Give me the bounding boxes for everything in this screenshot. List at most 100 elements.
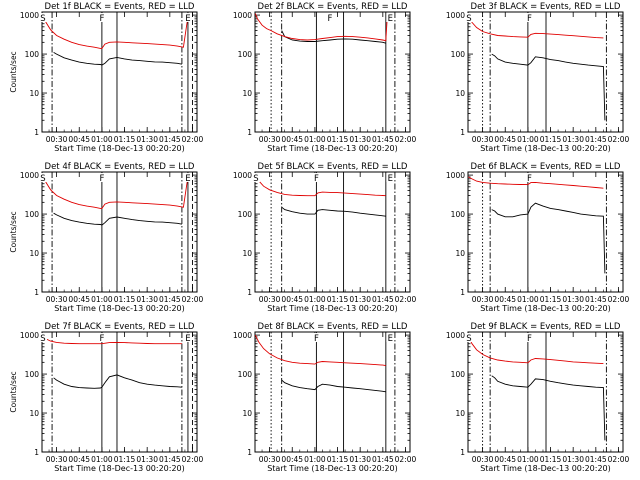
detector-panel: Det 8f BLACK = Events, RED = LLD 1 10 100 10…: [233, 322, 417, 473]
marker-box: [312, 173, 321, 182]
events-series-line: [491, 53, 606, 121]
x-tick-label: 01:00: [91, 135, 113, 144]
y-axis-label: Counts/sec: [9, 371, 18, 412]
plot-frame: [467, 331, 624, 453]
marker-box: [312, 333, 321, 342]
marker-box: [252, 173, 261, 182]
panel-title: Det 5f BLACK = Events, RED = LLD: [258, 162, 408, 172]
y-tick-label: 1000: [20, 11, 39, 20]
x-tick-label: 01:30: [349, 135, 371, 144]
plot-frame: [254, 331, 411, 453]
x-tick-label: 00:45: [68, 295, 90, 304]
y-tick-label: 100: [451, 50, 466, 59]
phase-marker: S: [253, 174, 258, 184]
y-tick-label: 100: [238, 370, 253, 379]
x-tick-label: 01:45: [372, 295, 394, 304]
x-tick-label: 02:00: [182, 295, 204, 304]
x-tick-label: 01:30: [349, 455, 371, 464]
x-tick-label: 01:45: [585, 295, 607, 304]
x-tick-label: 01:00: [91, 455, 113, 464]
events-series-line: [53, 374, 182, 389]
marker-box: [386, 173, 395, 182]
plot-frame: [254, 171, 411, 293]
events-series-line: [53, 212, 182, 226]
x-axis-label: Start Time (18-Dec-13 00:20:20): [480, 304, 611, 313]
lld-series-line: [468, 16, 604, 39]
phase-marker: F: [99, 14, 104, 24]
x-tick-label: 01:15: [114, 135, 136, 144]
y-tick-label: 1000: [233, 11, 252, 20]
events-series-line: [491, 202, 606, 274]
marker-box: [39, 13, 48, 22]
plot-frame: [467, 11, 624, 133]
lld-series-line: [255, 334, 386, 367]
x-tick-label: 02:00: [608, 135, 630, 144]
x-tick-label: 01:15: [114, 295, 136, 304]
phase-marker: F: [99, 334, 104, 344]
y-tick-label: 100: [25, 370, 40, 379]
phase-marker: S: [40, 14, 45, 24]
marker-box: [183, 13, 192, 22]
x-tick-label: 02:00: [395, 135, 417, 144]
y-tick-label: 100: [451, 210, 466, 219]
x-tick-label: 00:45: [68, 135, 90, 144]
x-tick-label: 00:45: [68, 455, 90, 464]
marker-box: [97, 173, 106, 182]
x-axis-label: Start Time (18-Dec-13 00:20:20): [267, 144, 398, 153]
marker-box: [325, 13, 334, 22]
plot-frame: [467, 171, 624, 293]
panel-title: Det 6f BLACK = Events, RED = LLD: [471, 162, 621, 172]
x-axis-label: Start Time (18-Dec-13 00:20:20): [267, 464, 398, 473]
x-tick-label: 01:30: [349, 295, 371, 304]
phase-marker: F: [527, 334, 532, 344]
x-tick-label: 01:30: [136, 295, 158, 304]
y-tick-label: 1: [34, 448, 39, 457]
lld-series-line: [255, 13, 391, 42]
phase-marker: E: [185, 334, 190, 344]
y-tick-label: 100: [25, 50, 40, 59]
x-axis-label: Start Time (18-Dec-13 00:20:20): [54, 464, 185, 473]
y-axis-label: Counts/sec: [9, 211, 18, 252]
events-series-line: [281, 30, 386, 44]
y-tick-label: 100: [238, 50, 253, 59]
x-tick-label: 01:30: [136, 135, 158, 144]
phase-marker: F: [328, 14, 333, 24]
panel-title: Det 1f BLACK = Events, RED = LLD: [45, 2, 195, 12]
y-tick-label: 1: [460, 288, 465, 297]
y-tick-label: 1: [247, 288, 252, 297]
x-tick-label: 01:45: [585, 455, 607, 464]
y-tick-label: 1: [247, 128, 252, 137]
marker-box: [386, 13, 395, 22]
panel-title: Det 2f BLACK = Events, RED = LLD: [258, 2, 408, 12]
events-series-line: [281, 379, 386, 393]
phase-marker: F: [527, 14, 532, 24]
y-tick-label: 10: [455, 249, 465, 258]
marker-box: [97, 13, 106, 22]
y-tick-label: 10: [242, 89, 252, 98]
panel-title: Det 9f BLACK = Events, RED = LLD: [471, 322, 621, 332]
y-tick-label: 1: [247, 448, 252, 457]
y-tick-label: 10: [29, 249, 39, 258]
detector-panel: Det 3f BLACK = Events, RED = LLD 1 10 100 10…: [446, 2, 630, 153]
y-tick-label: 1: [460, 128, 465, 137]
x-axis-label: Start Time (18-Dec-13 00:20:20): [267, 304, 398, 313]
lld-series-line: [42, 334, 182, 345]
phase-marker: E: [388, 174, 393, 184]
marker-box: [39, 333, 48, 342]
panel-title: Det 3f BLACK = Events, RED = LLD: [471, 2, 621, 12]
lld-series-line: [42, 14, 192, 49]
x-tick-label: 00:30: [46, 295, 68, 304]
marker-box: [525, 13, 534, 22]
x-tick-label: 01:45: [159, 295, 181, 304]
y-tick-label: 10: [242, 249, 252, 258]
x-tick-label: 01:45: [585, 135, 607, 144]
y-tick-label: 10: [242, 409, 252, 418]
marker-box: [386, 333, 395, 342]
y-tick-label: 10: [455, 409, 465, 418]
x-tick-label: 00:30: [46, 455, 68, 464]
y-tick-label: 10: [29, 409, 39, 418]
x-tick-label: 02:00: [395, 295, 417, 304]
x-tick-label: 01:30: [562, 135, 584, 144]
phase-marker: S: [466, 14, 471, 24]
y-tick-label: 100: [451, 370, 466, 379]
